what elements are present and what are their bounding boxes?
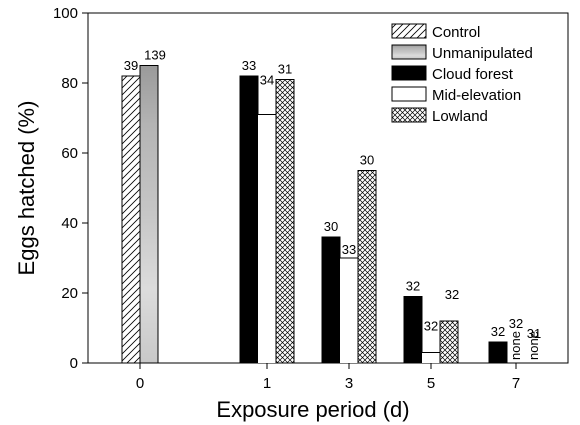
legend-label-lowland: Lowland bbox=[432, 108, 488, 125]
bar-mid-elevation-3 bbox=[340, 258, 358, 363]
legend-label-control: Control bbox=[432, 24, 480, 41]
x-tick-label: 5 bbox=[427, 375, 435, 392]
count-label-cloud-forest-1: 33 bbox=[242, 58, 256, 73]
bar-lowland-1 bbox=[275, 79, 295, 364]
x-tick-label: 1 bbox=[263, 375, 271, 392]
count-label-cloud-forest-7: 32 bbox=[491, 324, 505, 339]
legend-swatch-unmanipulated bbox=[391, 44, 427, 60]
y-tick-label: 40 bbox=[61, 215, 78, 232]
count-label-cloud-forest-3: 30 bbox=[324, 219, 338, 234]
count-label-lowland-5: 32 bbox=[445, 287, 459, 302]
bar-lowland-3 bbox=[357, 170, 377, 364]
bar-mid-elevation-1 bbox=[258, 114, 276, 363]
count-label-lowland-3: 30 bbox=[360, 153, 374, 168]
legend: Control Unmanipulated Cloud forest Mid-elev… bbox=[391, 23, 533, 125]
bar-cloud-forest-3 bbox=[321, 236, 341, 364]
count-label-control-0: 39 bbox=[124, 58, 138, 73]
count-label-cloud-forest-5: 32 bbox=[406, 279, 420, 294]
bar-lowland-5 bbox=[439, 320, 459, 364]
count-label-unmanipulated-0: 139 bbox=[144, 48, 166, 63]
bars bbox=[121, 65, 508, 364]
none-label-mid-elevation-7: none bbox=[508, 331, 523, 360]
count-label-mid-elevation-5: 32 bbox=[424, 319, 438, 334]
legend-swatch-cloud-forest bbox=[391, 65, 427, 81]
bar-unmanipulated-0 bbox=[139, 65, 159, 364]
count-label-mid-elevation-7: 32 bbox=[509, 316, 523, 331]
count-label-lowland-1: 31 bbox=[278, 62, 292, 77]
legend-label-unmanipulated: Unmanipulated bbox=[432, 45, 533, 62]
x-tick-label: 7 bbox=[512, 375, 520, 392]
count-label-mid-elevation-3: 33 bbox=[342, 242, 356, 257]
y-tick-label: 60 bbox=[61, 145, 78, 162]
legend-label-mid-elevation: Mid-elevation bbox=[432, 87, 521, 104]
bar-mid-elevation-5 bbox=[422, 352, 440, 363]
bar-cloud-forest-7 bbox=[488, 341, 508, 364]
none-label-lowland-7: none bbox=[526, 331, 541, 360]
legend-swatch-mid-elevation bbox=[391, 86, 427, 102]
count-label-mid-elevation-1: 34 bbox=[260, 73, 274, 88]
bar-cloud-forest-5 bbox=[403, 296, 423, 364]
legend-swatch-lowland bbox=[391, 107, 427, 123]
bar-control-0 bbox=[121, 75, 141, 364]
y-tick-label: 100 bbox=[53, 5, 78, 22]
legend-swatch-control bbox=[391, 23, 427, 39]
y-axis-title: Eggs hatched (%) bbox=[14, 101, 39, 276]
x-tick-label: 0 bbox=[136, 375, 144, 392]
bar-cloud-forest-1 bbox=[239, 75, 259, 364]
x-tick-label: 3 bbox=[345, 375, 353, 392]
x-axis-title: Exposure period (d) bbox=[216, 397, 409, 422]
y-tick-label: 80 bbox=[61, 75, 78, 92]
count-label-lowland-7: 31 bbox=[527, 326, 541, 341]
y-tick-label: 20 bbox=[61, 285, 78, 302]
y-tick-label: 0 bbox=[70, 355, 78, 372]
legend-label-cloud-forest: Cloud forest bbox=[432, 66, 514, 83]
